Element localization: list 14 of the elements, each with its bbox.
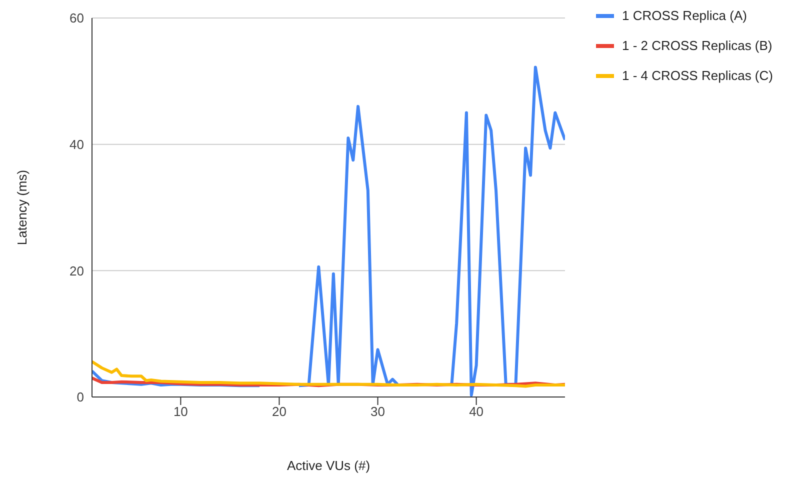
y-tick-label: 0 [76, 390, 84, 405]
legend-label: 1 CROSS Replica (A) [622, 8, 747, 24]
y-axis-title: Latency (ms) [14, 170, 30, 246]
legend-label: 1 - 2 CROSS Replicas (B) [622, 38, 772, 54]
x-tick-label: 20 [272, 404, 286, 420]
y-tick-label: 60 [70, 10, 84, 26]
x-tick-label: 40 [469, 404, 484, 420]
y-tick-label: 20 [70, 263, 84, 278]
x-axis-title: Active VUs (#) [286, 458, 370, 473]
x-tick-label: 10 [173, 404, 188, 420]
x-tick-label: 30 [370, 404, 386, 420]
line-series [92, 360, 565, 388]
legend-label: 1 - 4 CROSS Replicas (C) [622, 68, 773, 84]
y-tick-label: 40 [70, 136, 84, 152]
